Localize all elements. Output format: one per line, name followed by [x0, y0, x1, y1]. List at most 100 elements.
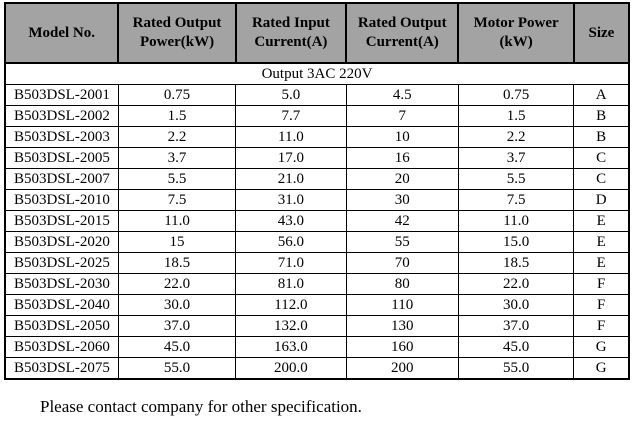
table-row: B503DSL-2075 55.0 200.0 200 55.0 G	[4, 357, 630, 380]
value-cell: 18.5	[117, 252, 237, 274]
table-row: B503DSL-2001 0.75 5.0 4.5 0.75 A	[4, 84, 630, 106]
value-cell: 56.0	[235, 231, 347, 253]
model-no-cell: B503DSL-2020	[4, 231, 119, 253]
value-cell: F	[573, 273, 630, 295]
value-cell: 45.0	[117, 336, 237, 358]
value-cell: 1.5	[457, 105, 575, 127]
footer-note: Please contact company for other specifi…	[40, 397, 362, 416]
value-cell: C	[573, 147, 630, 169]
value-cell: E	[573, 231, 630, 253]
value-cell: 110	[345, 294, 459, 316]
value-cell: B	[573, 126, 630, 148]
header-row: Model No. Rated Output Power(kW) Rated Inp…	[3, 2, 631, 64]
group-row: Output 3AC 220V	[4, 62, 630, 85]
model-no-cell: B503DSL-2010	[4, 189, 119, 211]
value-cell: 3.7	[457, 147, 575, 169]
value-cell: 11.0	[457, 210, 575, 232]
value-cell: 20	[345, 168, 459, 190]
value-cell: 112.0	[235, 294, 347, 316]
value-cell: 11.0	[235, 126, 347, 148]
table-row: B503DSL-2025 18.5 71.0 70 18.5 E	[4, 252, 630, 274]
model-no-cell: B503DSL-2075	[4, 357, 119, 380]
model-no-cell: B503DSL-2050	[4, 315, 119, 337]
value-cell: 163.0	[235, 336, 347, 358]
table-row: B503DSL-2002 1.5 7.7 7 1.5 B	[4, 105, 630, 127]
value-cell: G	[573, 357, 630, 380]
value-cell: 7.7	[235, 105, 347, 127]
model-no-cell: B503DSL-2025	[4, 252, 119, 274]
value-cell: D	[573, 189, 630, 211]
spec-table: Model No. Rated Output Power(kW) Rated Inp…	[3, 2, 631, 380]
value-cell: 2.2	[457, 126, 575, 148]
table-row: B503DSL-2005 3.7 17.0 16 3.7 C	[4, 147, 630, 169]
value-cell: 55	[345, 231, 459, 253]
value-cell: 22.0	[117, 273, 237, 295]
value-cell: F	[573, 294, 630, 316]
value-cell: 10	[345, 126, 459, 148]
value-cell: 70	[345, 252, 459, 274]
value-cell: 7.5	[457, 189, 575, 211]
value-cell: A	[573, 84, 630, 106]
value-cell: 15	[117, 231, 237, 253]
model-no-cell: B503DSL-2040	[4, 294, 119, 316]
table-row: B503DSL-2060 45.0 163.0 160 45.0 G	[4, 336, 630, 358]
value-cell: 55.0	[457, 357, 575, 380]
value-cell: F	[573, 315, 630, 337]
value-cell: 43.0	[235, 210, 347, 232]
value-cell: 5.0	[235, 84, 347, 106]
value-cell: E	[573, 210, 630, 232]
column-header: Rated Output Current(A)	[345, 2, 460, 64]
value-cell: 81.0	[235, 273, 347, 295]
model-no-cell: B503DSL-2001	[4, 84, 119, 106]
table-row: B503DSL-2010 7.5 31.0 30 7.5 D	[4, 189, 630, 211]
value-cell: 1.5	[117, 105, 237, 127]
value-cell: 37.0	[117, 315, 237, 337]
value-cell: 200	[345, 357, 459, 380]
value-cell: 5.5	[117, 168, 237, 190]
value-cell: 30	[345, 189, 459, 211]
value-cell: 7	[345, 105, 459, 127]
value-cell: 21.0	[235, 168, 347, 190]
table-row: B503DSL-2007 5.5 21.0 20 5.5 C	[4, 168, 630, 190]
value-cell: 16	[345, 147, 459, 169]
value-cell: 30.0	[457, 294, 575, 316]
value-cell: 80	[345, 273, 459, 295]
model-no-cell: B503DSL-2030	[4, 273, 119, 295]
value-cell: 37.0	[457, 315, 575, 337]
value-cell: 45.0	[457, 336, 575, 358]
value-cell: 30.0	[117, 294, 237, 316]
column-header: Motor Power (kW)	[457, 2, 575, 64]
column-header: Model No.	[3, 2, 120, 64]
model-no-cell: B503DSL-2060	[4, 336, 119, 358]
value-cell: 132.0	[235, 315, 347, 337]
table-row: B503DSL-2020 15 56.0 55 15.0 E	[4, 231, 630, 253]
value-cell: 3.7	[117, 147, 237, 169]
value-cell: 22.0	[457, 273, 575, 295]
value-cell: 2.2	[117, 126, 237, 148]
value-cell: 4.5	[345, 84, 459, 106]
model-no-cell: B503DSL-2002	[4, 105, 119, 127]
value-cell: 71.0	[235, 252, 347, 274]
model-no-cell: B503DSL-2015	[4, 210, 119, 232]
value-cell: 55.0	[117, 357, 237, 380]
value-cell: 160	[345, 336, 459, 358]
group-row-label: Output 3AC 220V	[4, 62, 630, 85]
value-cell: 5.5	[457, 168, 575, 190]
model-no-cell: B503DSL-2003	[4, 126, 119, 148]
value-cell: B	[573, 105, 630, 127]
value-cell: 42	[345, 210, 459, 232]
table-row: B503DSL-2040 30.0 112.0 110 30.0 F	[4, 294, 630, 316]
column-header: Rated Input Current(A)	[234, 2, 348, 64]
value-cell: 130	[345, 315, 459, 337]
value-cell: G	[573, 336, 630, 358]
value-cell: 17.0	[235, 147, 347, 169]
value-cell: 11.0	[117, 210, 237, 232]
table-row: B503DSL-2030 22.0 81.0 80 22.0 F	[4, 273, 630, 295]
table-row: B503DSL-2015 11.0 43.0 42 11.0 E	[4, 210, 630, 232]
model-no-cell: B503DSL-2005	[4, 147, 119, 169]
model-no-cell: B503DSL-2007	[4, 168, 119, 190]
value-cell: 18.5	[457, 252, 575, 274]
value-cell: 15.0	[457, 231, 575, 253]
value-cell: C	[573, 168, 630, 190]
